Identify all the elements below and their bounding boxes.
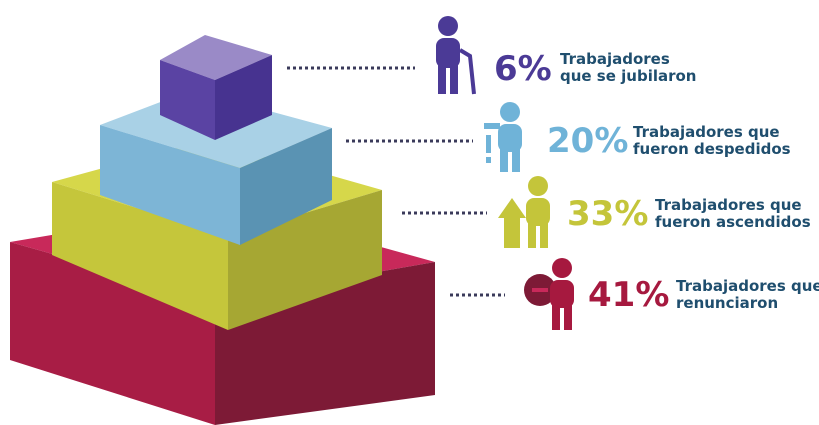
label-line: fueron ascendidos	[655, 213, 811, 231]
layer-right	[240, 128, 332, 245]
label-line: Trabajadores	[560, 50, 670, 68]
label-line: Trabajadores que	[633, 123, 780, 141]
layer-left	[52, 182, 228, 330]
icon-quit	[524, 258, 574, 330]
percent: 41%	[588, 275, 669, 315]
label-line: que se jubilaron	[560, 67, 696, 85]
label-line: Trabajadores que	[655, 196, 802, 214]
label-line: fueron despedidos	[633, 140, 791, 158]
percent: 20%	[547, 121, 628, 161]
percent: 33%	[567, 194, 648, 234]
icon-fired	[484, 102, 522, 172]
percent: 6%	[494, 49, 552, 89]
layer-top	[160, 35, 272, 80]
layer-left	[160, 60, 215, 140]
layer-left	[100, 125, 240, 245]
pyramid	[10, 35, 435, 425]
icon-retired	[436, 16, 476, 95]
label-line: renunciaron	[676, 294, 778, 312]
label-line: Trabajadores que	[676, 277, 819, 295]
icon-promoted	[498, 176, 550, 248]
layer-right	[215, 55, 272, 140]
